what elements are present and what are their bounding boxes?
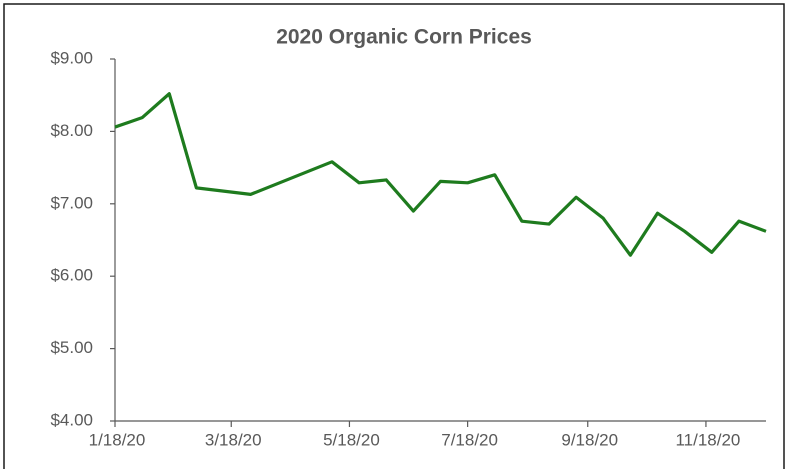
chart-border xyxy=(3,3,785,469)
chart-title: 2020 Organic Corn Prices xyxy=(276,26,532,49)
y-tick-label: $7.00 xyxy=(50,193,93,212)
y-tick-label: $6.00 xyxy=(50,266,93,285)
y-tick-label: $5.00 xyxy=(50,338,93,357)
x-tick-label: 9/18/20 xyxy=(561,430,618,449)
x-tick-label: 5/18/20 xyxy=(323,430,380,449)
y-tick-label: $8.00 xyxy=(50,121,93,140)
x-tick-label: 7/18/20 xyxy=(441,430,498,449)
y-tick-label: $9.00 xyxy=(50,48,93,67)
x-tick-label: 11/18/20 xyxy=(675,430,740,449)
x-tick-label: 3/18/20 xyxy=(205,430,262,449)
y-tick-label: $4.00 xyxy=(50,410,93,429)
x-tick-label: 1/18/20 xyxy=(89,430,146,449)
price-line xyxy=(114,92,767,257)
